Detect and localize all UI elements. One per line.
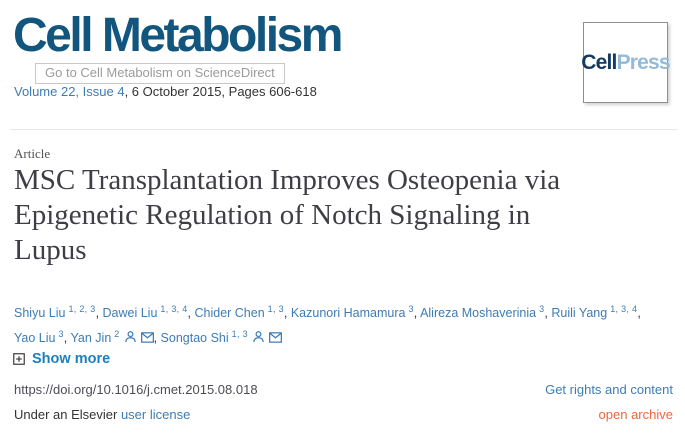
- author-separator: ,: [283, 306, 291, 321]
- author-link[interactable]: Yan Jin: [70, 331, 112, 346]
- author-link[interactable]: Yao Liu: [14, 331, 56, 346]
- author-separator: ,: [187, 306, 195, 321]
- author: Kazunori Hamamura 3: [290, 304, 414, 321]
- author-link[interactable]: Kazunori Hamamura: [290, 306, 406, 321]
- license-prefix: Under an Elsevier: [14, 407, 121, 422]
- author: Ruili Yang 1, 3, 4: [551, 304, 638, 321]
- author-link[interactable]: Songtao Shi: [160, 331, 229, 346]
- author: Songtao Shi 1, 3: [160, 329, 282, 346]
- show-more-label: Show more: [32, 351, 111, 367]
- author-affiliations: 1, 3, 4: [610, 304, 638, 314]
- volume-issue-link[interactable]: Volume 22, Issue 4: [14, 84, 125, 99]
- author-separator: ,: [95, 306, 103, 321]
- article-type-label: Article: [14, 146, 51, 161]
- plus-box-icon: [13, 353, 25, 365]
- show-more-button[interactable]: Show more: [13, 351, 110, 367]
- license-row: Under an Elsevier user license open arch…: [14, 407, 673, 422]
- article-title-line: Lupus: [14, 234, 87, 266]
- author-separator: ,: [637, 306, 641, 321]
- author: Yao Liu 3: [14, 329, 64, 346]
- author: Alireza Moshaverinia 3: [420, 304, 545, 321]
- article-title: MSC Transplantation Improves Osteopenia …: [14, 163, 560, 268]
- author-affiliations: 3: [58, 329, 64, 340]
- author-link[interactable]: Ruili Yang: [551, 306, 608, 321]
- author-affiliations: 1, 3: [267, 304, 284, 314]
- author-affiliations: 3: [539, 304, 545, 314]
- get-rights-link[interactable]: Get rights and content: [545, 382, 673, 397]
- license-text: Under an Elsevier user license: [14, 407, 190, 422]
- cellpress-logo[interactable]: Cell Press: [581, 22, 671, 103]
- author-link[interactable]: Dawei Liu: [102, 306, 158, 321]
- open-archive-link[interactable]: open archive: [598, 407, 673, 422]
- doi-link[interactable]: https://doi.org/10.1016/j.cmet.2015.08.0…: [14, 382, 258, 397]
- author-separator: ,: [544, 306, 552, 321]
- author: Yan Jin 2: [70, 329, 154, 346]
- author-affiliations: 1, 3: [231, 329, 248, 340]
- user-license-link[interactable]: user license: [120, 407, 191, 422]
- volume-issue-line: Volume 22, Issue 4, 6 October 2015, Page…: [14, 84, 317, 99]
- header-divider: [10, 129, 677, 130]
- author: Dawei Liu 1, 3, 4: [102, 304, 188, 321]
- author-link[interactable]: Shiyu Liu: [14, 306, 66, 321]
- cellpress-logo-cell: Cell: [581, 50, 617, 74]
- author: Chider Chen 1, 3: [194, 304, 284, 321]
- sciencedirect-tooltip: Go to Cell Metabolism on ScienceDirect: [35, 63, 285, 84]
- journal-logo[interactable]: Cell Metabolism: [13, 9, 343, 62]
- author: Shiyu Liu 1, 2, 3: [14, 304, 96, 321]
- author-affiliations: 1, 3, 4: [160, 304, 188, 314]
- author-affiliations: 1, 2, 3: [68, 304, 96, 314]
- author-affiliations: 3: [408, 304, 414, 314]
- author-separator: ,: [63, 331, 71, 346]
- issue-date-pages: , 6 October 2015, Pages 606-618: [124, 84, 317, 99]
- article-title-line: MSC Transplantation Improves Osteopenia …: [14, 164, 561, 196]
- author-affiliations: 2: [114, 329, 120, 340]
- author-link[interactable]: Chider Chen: [194, 306, 265, 321]
- cellpress-logo-press: Press: [616, 50, 671, 74]
- author-separator: ,: [153, 331, 161, 346]
- envelope-icon[interactable]: [140, 332, 154, 346]
- person-icon[interactable]: [124, 331, 136, 346]
- author-list: Shiyu Liu 1, 2, 3, Dawei Liu 1, 3, 4, Chid…: [14, 299, 682, 350]
- envelope-icon[interactable]: [268, 332, 282, 346]
- article-title-line: Epigenetic Regulation of Notch Signaling…: [14, 199, 531, 231]
- author-link[interactable]: Alireza Moshaverinia: [420, 306, 537, 321]
- person-icon[interactable]: [253, 331, 264, 346]
- author-separator: ,: [413, 306, 421, 321]
- doi-row: https://doi.org/10.1016/j.cmet.2015.08.0…: [14, 382, 673, 397]
